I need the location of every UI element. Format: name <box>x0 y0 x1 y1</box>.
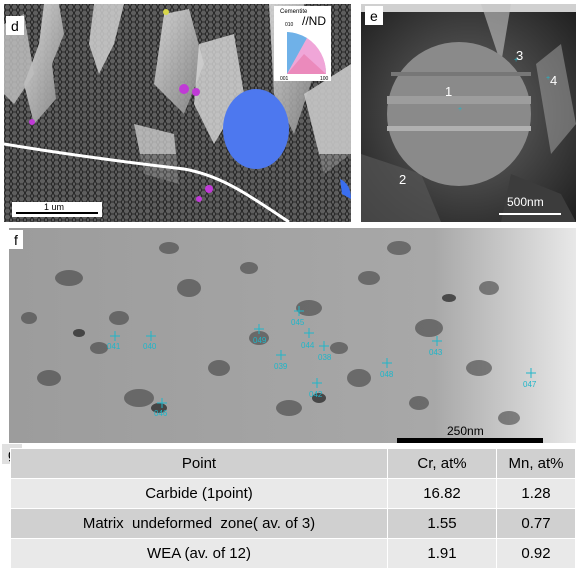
marker-046: 046 <box>154 409 168 418</box>
marker-045: 045 <box>291 318 305 327</box>
header-point: Point <box>10 448 388 479</box>
cell-mn: 0.77 <box>496 508 576 539</box>
panel-d-label: d <box>6 16 24 35</box>
panel-e-label: e <box>365 6 383 25</box>
cell-cr: 1.55 <box>387 508 497 539</box>
marker-044: 044 <box>301 341 315 350</box>
table-header-row: Point Cr, at% Mn, at% <box>10 448 576 479</box>
legend-tick-left: 001 <box>280 76 289 82</box>
stem-image <box>9 228 576 443</box>
panel-f-label: f <box>9 230 23 249</box>
cell-cr: 1.91 <box>387 538 497 569</box>
cell-mn: 0.92 <box>496 538 576 569</box>
tem-image: + + + <box>361 4 576 222</box>
marker-043: 043 <box>429 348 443 357</box>
ebsd-map-image <box>4 4 351 222</box>
cell-point: Carbide (1point) <box>10 478 388 509</box>
marker-048: 048 <box>380 370 394 379</box>
marker-038: 038 <box>318 353 332 362</box>
scalebar-label: 1 um <box>44 202 65 212</box>
point-4: 4 <box>550 73 558 88</box>
panel-e-tem-image: + + + e 1 2 3 4 500nm <box>361 4 576 222</box>
point-3: 3 <box>516 48 524 63</box>
table-row: Carbide (1point) 16.82 1.28 <box>10 478 576 509</box>
svg-text:+: + <box>514 57 518 64</box>
cell-cr: 16.82 <box>387 478 497 509</box>
marker-041: 041 <box>107 342 121 351</box>
direction-label: //ND <box>302 14 326 28</box>
cell-mn: 1.28 <box>496 478 576 509</box>
legend-title: Cementite <box>280 9 308 15</box>
marker-040: 040 <box>143 342 157 351</box>
cell-point: Matrix undeformed zone( av. of 3) <box>10 508 388 539</box>
legend-tick-right: 100 <box>320 76 329 82</box>
header-mn: Mn, at% <box>496 448 576 479</box>
legend-tick-top: 010 <box>285 22 294 28</box>
header-cr: Cr, at% <box>387 448 497 479</box>
marker-047: 047 <box>523 380 537 389</box>
table-row: WEA (av. of 12) 1.91 0.92 <box>10 538 576 569</box>
marker-039: 039 <box>274 362 288 371</box>
cell-point: WEA (av. of 12) <box>10 538 388 569</box>
marker-049: 049 <box>253 336 267 345</box>
scalebar-label: 250nm <box>447 424 484 438</box>
marker-042: 042 <box>309 390 323 399</box>
table-row: Matrix undeformed zone( av. of 3) 1.55 0… <box>10 508 576 539</box>
point-1: 1 <box>445 84 453 99</box>
composition-table: Point Cr, at% Mn, at% Carbide (1point) 1… <box>10 448 576 569</box>
svg-text:+: + <box>546 75 550 82</box>
panel-d-ebsd-map: d Cementite 010 001 100 //ND 1 um <box>4 4 351 222</box>
point-2: 2 <box>399 172 407 187</box>
panel-f-stem-image: f 041 040 046 049 045 044 038 039 042 04… <box>9 228 576 443</box>
scalebar-label: 500nm <box>507 195 544 209</box>
svg-text:+: + <box>458 106 462 113</box>
